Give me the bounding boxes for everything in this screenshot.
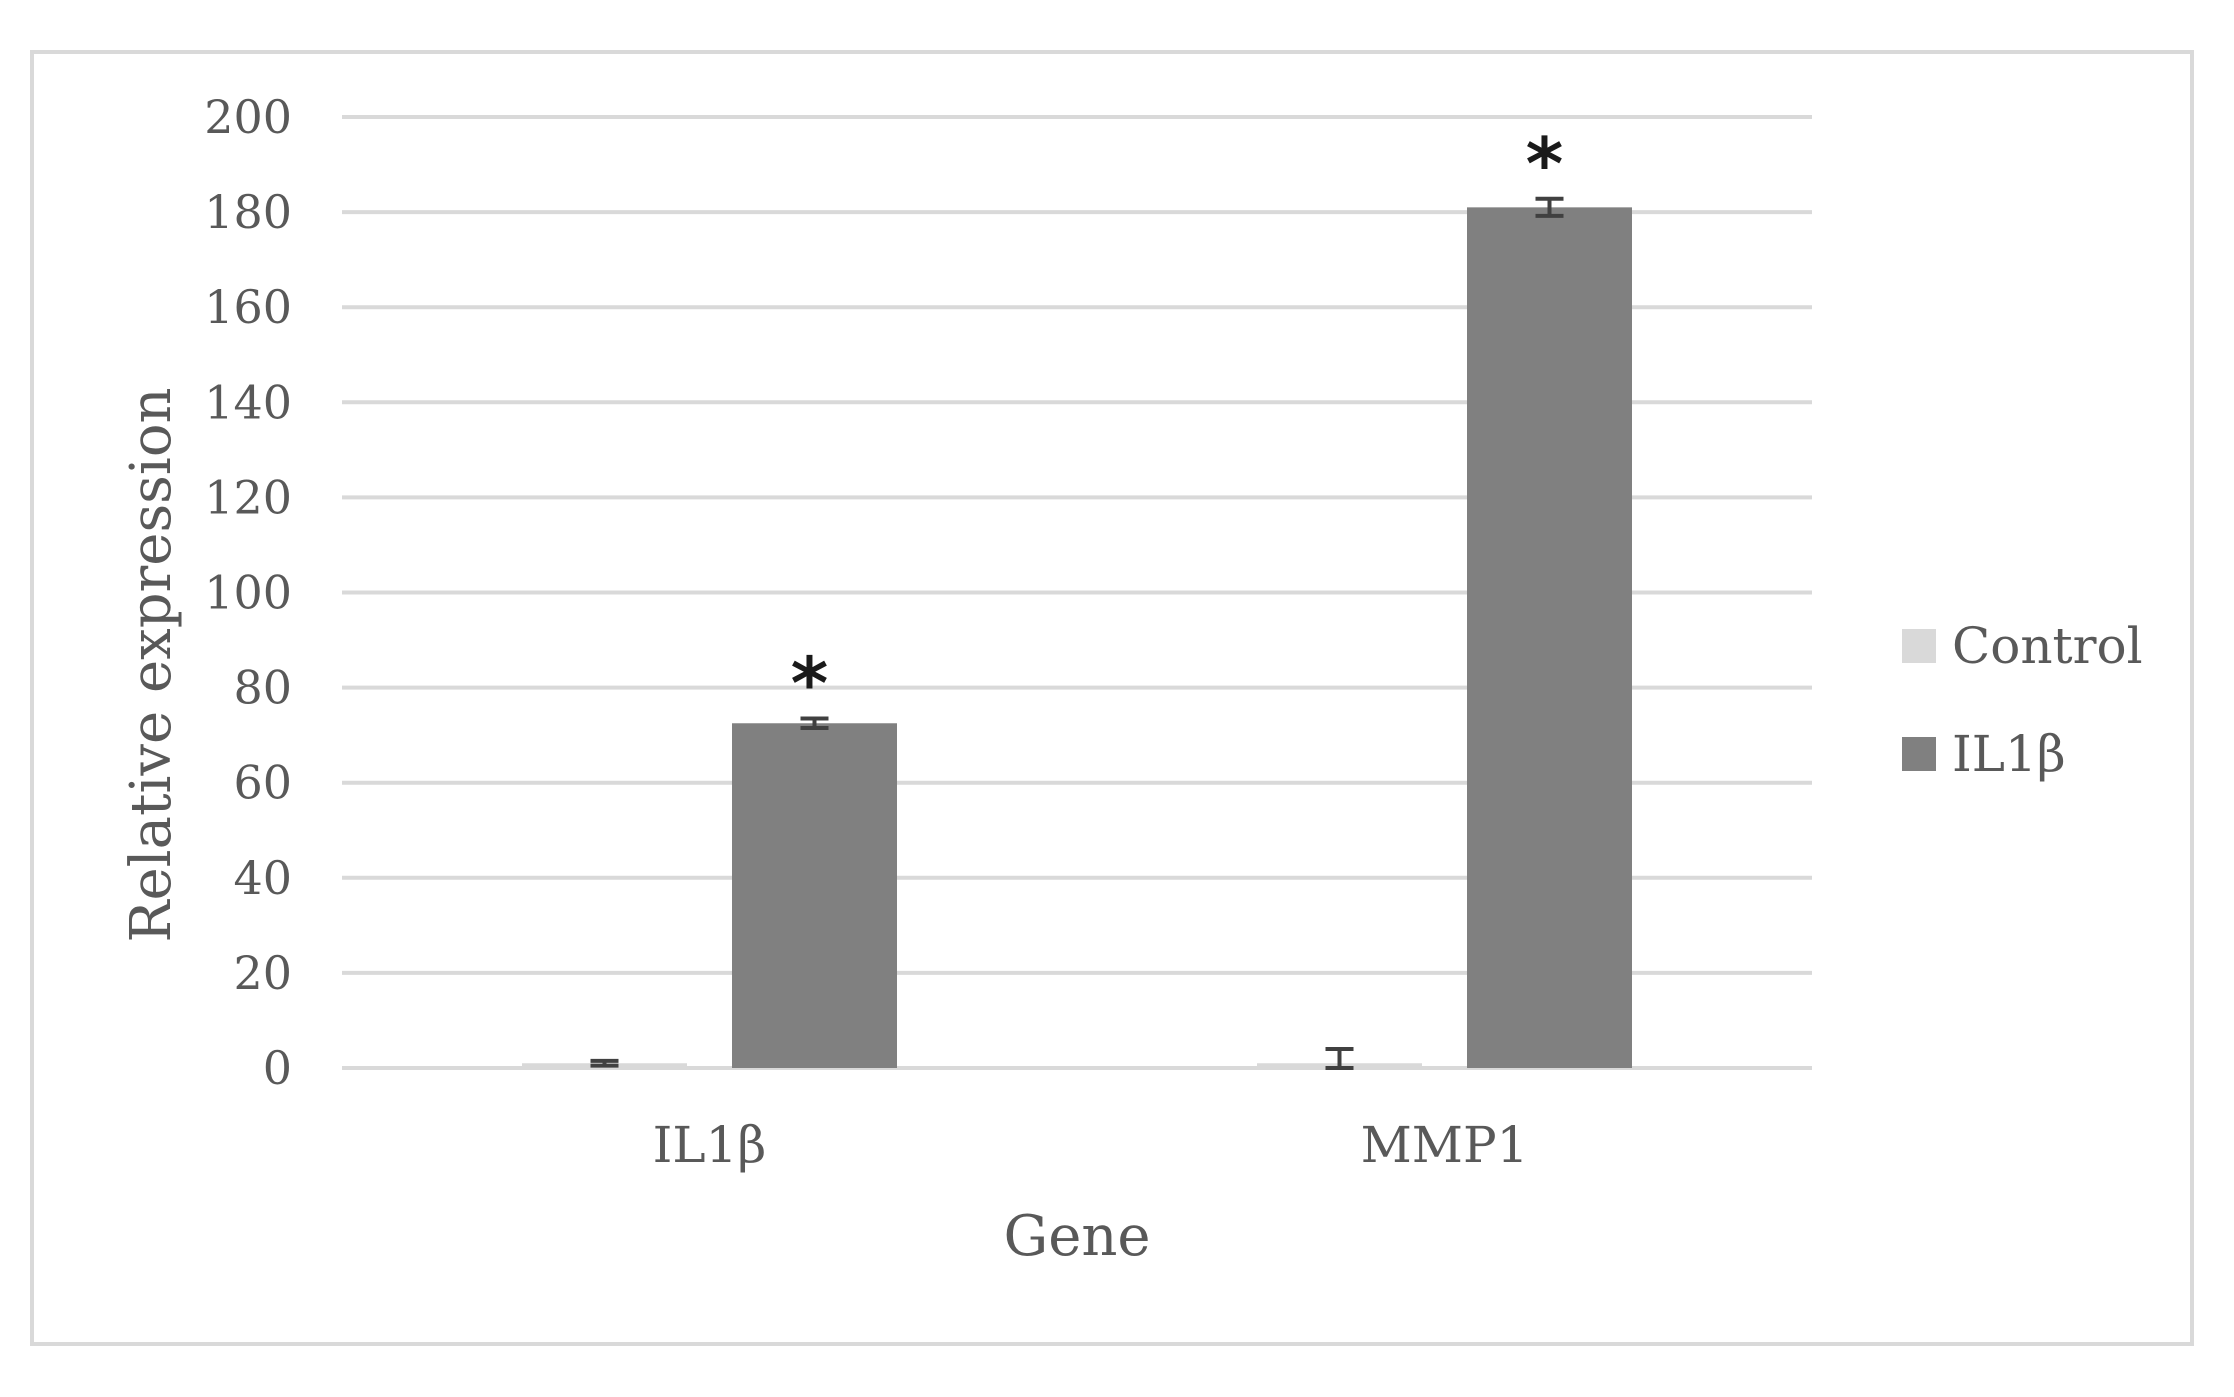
x-category-label: MMP1 (1361, 1116, 1529, 1174)
legend-swatch (1902, 737, 1936, 771)
legend-label: Control (1952, 617, 2143, 675)
chart-frame (30, 50, 2194, 1346)
significance-asterisk: * (791, 642, 829, 726)
y-tick-label: 80 (233, 661, 292, 715)
x-axis-title: Gene (1003, 1204, 1150, 1269)
y-tick-label: 100 (204, 566, 292, 620)
y-tick-label: 200 (204, 90, 292, 144)
y-tick-label: 120 (204, 470, 292, 524)
legend-swatch (1902, 629, 1936, 663)
error-bars (590, 196, 1564, 1070)
bar-il1-0 (732, 723, 897, 1068)
significance-asterisk: * (1526, 122, 1564, 206)
legend: Control IL1β (1902, 617, 2143, 783)
y-tick-label: 180 (204, 185, 292, 239)
y-tick-label: 20 (233, 946, 292, 1000)
y-tick-label: 140 (204, 375, 292, 429)
x-axis-categories: IL1β MMP1 (653, 1116, 1529, 1174)
y-axis-title: Relative expression (119, 387, 184, 942)
y-tick-label: 0 (263, 1041, 292, 1095)
y-axis-ticks: 0 20 40 60 80 100 120 140 160 180 200 (204, 90, 292, 1095)
x-category-label: IL1β (653, 1116, 767, 1174)
y-tick-label: 160 (204, 280, 292, 334)
y-tick-label: 60 (233, 756, 292, 810)
bar-il1-1 (1467, 207, 1632, 1069)
y-tick-label: 40 (233, 851, 292, 905)
bars (522, 207, 1632, 1069)
significance-marks: ** (791, 122, 1564, 726)
legend-label: IL1β (1952, 725, 2066, 783)
